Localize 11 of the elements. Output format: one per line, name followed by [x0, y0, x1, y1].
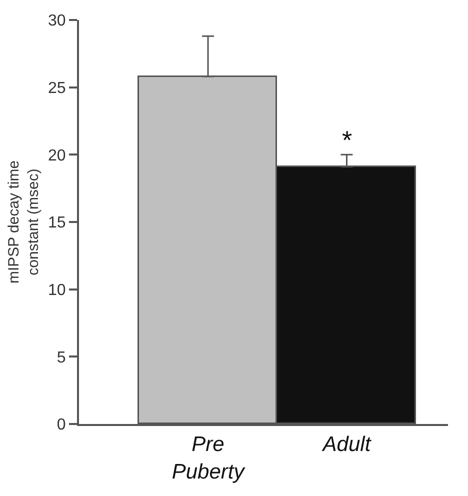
y-tick-label: 5: [56, 349, 66, 366]
x-tick-label: Pre Puberty: [172, 433, 246, 484]
y-tick-label: 0: [56, 416, 66, 434]
y-tick-label: 20: [48, 147, 66, 164]
x-tick-label: Adult: [320, 433, 372, 456]
y-tick-label: 15: [48, 214, 66, 232]
y-tick-label: 10: [48, 282, 66, 299]
y-tick-label: 25: [48, 80, 66, 97]
y-axis-title: mIPSP decay time constant (msec): [5, 160, 42, 284]
y-tick-label: 30: [48, 12, 66, 30]
annotation: *: [342, 125, 352, 155]
